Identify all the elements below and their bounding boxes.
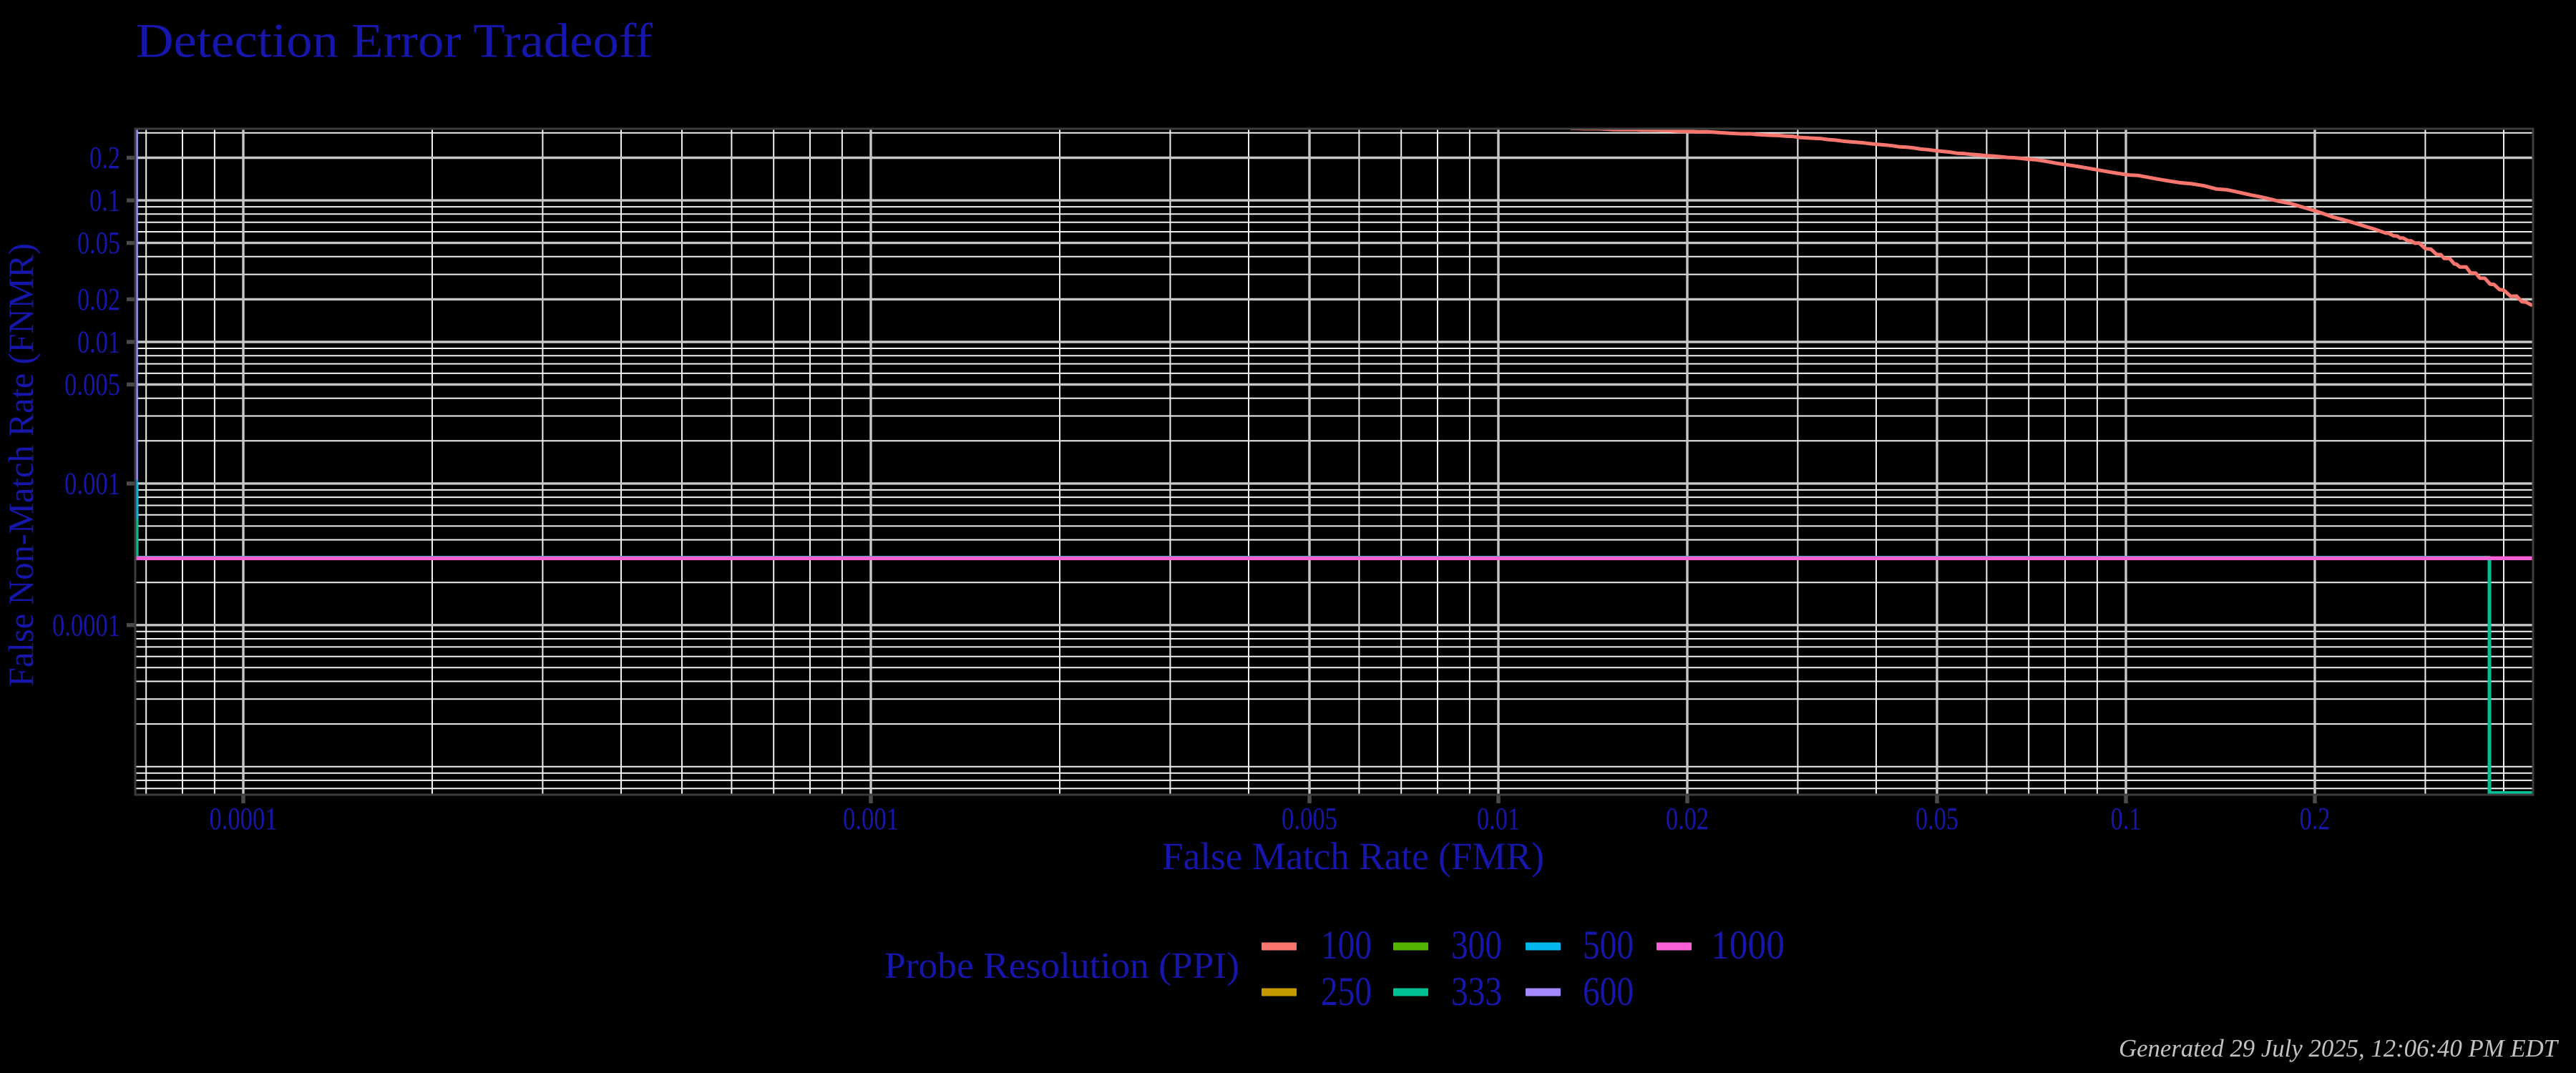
svg-text:Generated 29 July 2025, 12:06:: Generated 29 July 2025, 12:06:40 PM EDT [2119, 1034, 2560, 1062]
svg-text:0.0001: 0.0001 [210, 801, 278, 836]
svg-text:0.001: 0.001 [64, 466, 120, 501]
svg-text:False Match Rate (FMR): False Match Rate (FMR) [1162, 835, 1544, 878]
svg-text:0.005: 0.005 [1282, 801, 1337, 836]
svg-text:0.02: 0.02 [1666, 801, 1709, 836]
svg-text:0.1: 0.1 [2111, 801, 2142, 836]
svg-text:0.05: 0.05 [77, 225, 120, 260]
svg-text:333: 333 [1451, 969, 1502, 1014]
svg-text:0.2: 0.2 [2300, 801, 2331, 836]
svg-text:0.2: 0.2 [89, 140, 120, 175]
svg-text:0.001: 0.001 [843, 801, 899, 836]
svg-text:1000: 1000 [1711, 923, 1785, 968]
svg-text:Detection Error Tradeoff: Detection Error Tradeoff [136, 14, 653, 68]
svg-text:False Non-Match Rate (FNMR): False Non-Match Rate (FNMR) [1, 243, 41, 687]
svg-text:0.1: 0.1 [89, 183, 120, 218]
svg-text:500: 500 [1583, 923, 1634, 968]
svg-text:Probe Resolution (PPI): Probe Resolution (PPI) [884, 946, 1239, 986]
svg-text:0.0001: 0.0001 [52, 607, 120, 642]
svg-text:300: 300 [1451, 923, 1502, 968]
svg-text:0.01: 0.01 [1477, 801, 1520, 836]
svg-text:0.02: 0.02 [77, 282, 120, 317]
svg-text:600: 600 [1583, 969, 1634, 1014]
svg-text:0.005: 0.005 [64, 367, 120, 402]
svg-text:100: 100 [1321, 923, 1372, 968]
svg-text:0.05: 0.05 [1916, 801, 1958, 836]
svg-text:250: 250 [1321, 969, 1372, 1014]
svg-text:0.01: 0.01 [77, 325, 120, 360]
